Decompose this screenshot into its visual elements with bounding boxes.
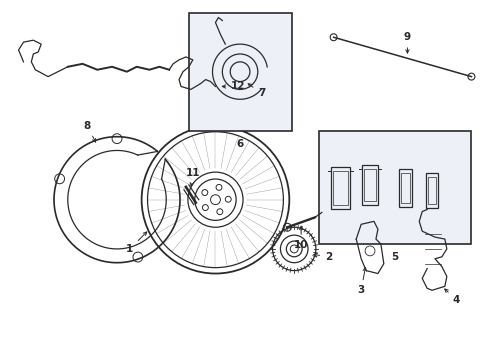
Bar [319, 131, 471, 244]
Text: 2: 2 [314, 252, 332, 262]
Bar [362, 165, 378, 204]
Bar [189, 13, 292, 131]
Bar [331, 167, 350, 208]
Bar [426, 173, 438, 208]
Text: 9: 9 [404, 32, 411, 53]
Text: 7: 7 [248, 84, 266, 98]
Bar [398, 169, 413, 207]
Text: 11: 11 [186, 168, 200, 186]
Bar [400, 173, 411, 203]
Text: 5: 5 [391, 252, 398, 262]
Text: 12: 12 [222, 81, 245, 91]
Text: 8: 8 [84, 121, 96, 142]
Text: 6: 6 [237, 139, 244, 149]
Text: 1: 1 [126, 232, 147, 254]
Text: 10: 10 [294, 226, 308, 250]
Bar [364, 169, 376, 201]
Bar [428, 177, 436, 204]
Bar [333, 171, 348, 204]
Text: 4: 4 [445, 289, 461, 305]
Text: 3: 3 [358, 267, 367, 295]
